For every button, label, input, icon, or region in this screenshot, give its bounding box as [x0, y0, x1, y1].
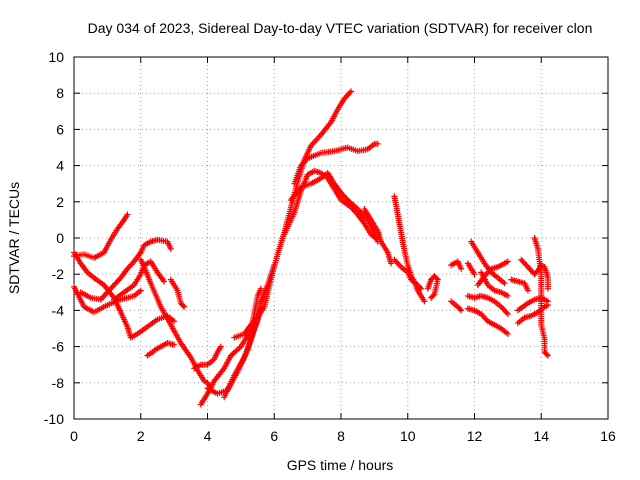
y-tick-label: 6 [56, 121, 64, 137]
series-arc-7 [144, 339, 178, 359]
data-point [433, 275, 440, 282]
data-point [388, 260, 395, 267]
data-point [416, 284, 423, 291]
series-arc-20 [424, 273, 441, 301]
series-arc-31 [518, 256, 551, 292]
data-point [167, 245, 174, 252]
data-point [428, 294, 435, 301]
y-tick-label: -4 [52, 302, 65, 318]
data-points [71, 88, 551, 408]
series-arc-24 [464, 292, 511, 318]
series-arc-25 [464, 305, 511, 337]
y-tick-label: 0 [56, 230, 64, 246]
y-tick-label: 10 [48, 49, 64, 65]
data-point [124, 211, 131, 218]
series-arc-9 [191, 343, 224, 372]
data-point [161, 278, 168, 285]
series-arc-22 [448, 298, 465, 314]
data-point [171, 341, 178, 348]
y-tick-label: 2 [56, 194, 64, 210]
data-point [171, 318, 178, 325]
series-arc-1 [71, 283, 144, 316]
series-arc-16 [287, 169, 381, 245]
data-point [544, 298, 551, 305]
data-point [257, 285, 264, 292]
data-point [504, 311, 511, 318]
data-point [544, 285, 551, 292]
series-arc-15 [291, 140, 381, 187]
series-arc-2 [71, 211, 131, 261]
y-tick-label: 8 [56, 85, 64, 101]
data-point [217, 343, 224, 350]
data-point [501, 280, 508, 287]
series-arc-19 [391, 256, 425, 292]
x-axis-tick-labels: 0 2 4 6 8 10 12 14 16 [70, 428, 616, 444]
data-point [471, 271, 478, 278]
y-tick-label: -2 [52, 266, 65, 282]
y-tick-label: 4 [56, 158, 64, 174]
x-tick-label: 6 [270, 428, 278, 444]
data-point [458, 307, 465, 314]
y-tick-label: -8 [52, 375, 65, 391]
data-point [348, 88, 355, 95]
data-point [544, 352, 551, 359]
x-tick-label: 8 [337, 428, 345, 444]
series-arc-32 [531, 235, 551, 359]
x-axis-title: GPS time / hours [287, 457, 394, 473]
series-arc-28 [478, 269, 511, 299]
x-tick-label: 10 [400, 428, 416, 444]
series-arc-8 [167, 276, 188, 310]
x-tick-label: 4 [204, 428, 212, 444]
series-arc-33 [514, 294, 551, 314]
data-point [181, 303, 188, 310]
chart-title: Day 034 of 2023, Sidereal Day-to-day VTE… [88, 20, 593, 36]
plot-frame [73, 56, 609, 420]
x-tick-label: 2 [137, 428, 145, 444]
data-point [374, 140, 381, 147]
series-arc-29 [508, 276, 531, 294]
data-point [504, 258, 511, 265]
data-point [180, 302, 187, 309]
x-tick-label: 0 [70, 428, 78, 444]
data-point [421, 298, 428, 305]
data-point [458, 265, 465, 272]
y-axis-tick-labels: -10 -8 -6 -4 -2 0 2 4 6 8 10 [44, 49, 64, 427]
series-arc-23 [464, 260, 478, 278]
data-point [418, 285, 425, 292]
data-point [457, 306, 464, 313]
x-tick-label: 16 [600, 428, 616, 444]
data-point [543, 351, 550, 358]
data-point [137, 287, 144, 294]
series-arc-21 [448, 258, 465, 272]
x-tick-label: 14 [533, 428, 549, 444]
data-point [429, 293, 436, 300]
series-arc-17 [361, 206, 395, 267]
data-point [504, 292, 511, 299]
data-point [504, 330, 511, 337]
y-tick-label: -6 [52, 339, 65, 355]
x-tick-label: 12 [467, 428, 483, 444]
series-arc-30 [514, 301, 551, 327]
series-arc-4 [77, 236, 174, 303]
y-axis-title: SDTVAR / TECUs [6, 182, 22, 294]
data-point [524, 287, 531, 294]
y-tick-label: -10 [44, 411, 64, 427]
